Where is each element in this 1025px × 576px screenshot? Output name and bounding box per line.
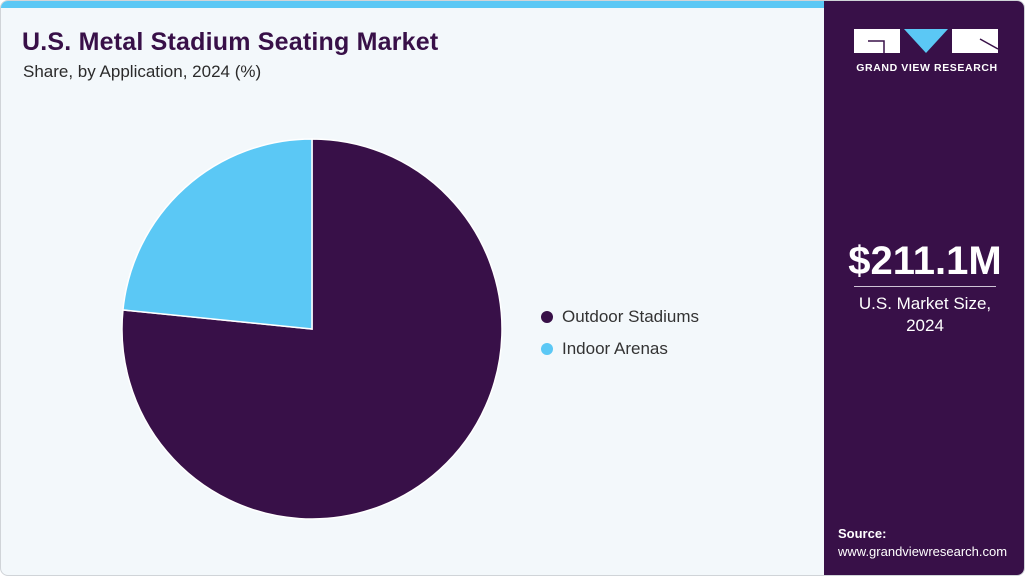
grand-view-research-logo: GRAND VIEW RESEARCH [854, 29, 1000, 74]
legend-label: Outdoor Stadiums [562, 307, 700, 326]
legend-label: Indoor Arenas [562, 339, 668, 358]
market-size-label: U.S. Market Size, 2024 [824, 293, 1024, 337]
accent-bar [1, 1, 824, 8]
divider [854, 286, 996, 287]
legend-dot-icon [541, 311, 553, 323]
legend-item-indoor-arenas: Indoor Arenas [541, 333, 699, 365]
gvr-logo-icon [854, 29, 999, 53]
logo-text: GRAND VIEW RESEARCH [856, 62, 998, 74]
chart-subtitle: Share, by Application, 2024 (%) [23, 62, 262, 81]
market-size-label-line1: U.S. Market Size, [858, 294, 992, 313]
sidebar-panel: GRAND VIEW RESEARCH $211.1M U.S. Market … [824, 1, 1024, 575]
source-url[interactable]: www.grandviewresearch.com [838, 544, 1008, 559]
source-label: Source: [838, 526, 887, 541]
pie-chart [121, 138, 503, 520]
legend: Outdoor Stadiums Indoor Arenas [541, 301, 699, 365]
market-size-value: $211.1M [848, 239, 1002, 283]
market-size-label-line2: 2024 [906, 316, 944, 335]
legend-item-outdoor-stadiums: Outdoor Stadiums [541, 301, 699, 333]
pie-slice-indoor-arenas [122, 138, 313, 330]
chart-title: U.S. Metal Stadium Seating Market [22, 28, 439, 56]
legend-dot-icon [541, 343, 553, 355]
